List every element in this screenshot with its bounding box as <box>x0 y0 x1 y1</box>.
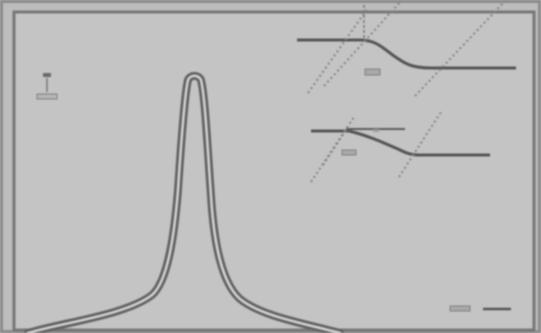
upper-inset-dashed-line-1 <box>307 7 369 94</box>
bottom-right-legend <box>449 305 511 312</box>
left-marker-box <box>36 93 58 100</box>
upper-inset-dashed-line-3 <box>414 0 507 97</box>
lower-inset-small-mark <box>373 129 379 132</box>
upper-inset <box>297 0 516 97</box>
lower-inset-dashed-line-2 <box>322 129 347 166</box>
lower-inset-label-box <box>341 149 357 156</box>
main-peak-curve-inner <box>26 74 342 333</box>
upper-inset-step-curve <box>359 38 432 70</box>
left-small-marker <box>36 73 58 100</box>
upper-inset-dashed-line-2 <box>323 0 403 87</box>
left-marker-top <box>43 73 51 77</box>
upper-inset-label-box <box>364 68 381 76</box>
lower-inset <box>310 111 490 183</box>
figure-border-inner <box>12 10 536 332</box>
legend-label-box <box>449 305 471 312</box>
lower-inset-slope-line <box>348 129 419 157</box>
